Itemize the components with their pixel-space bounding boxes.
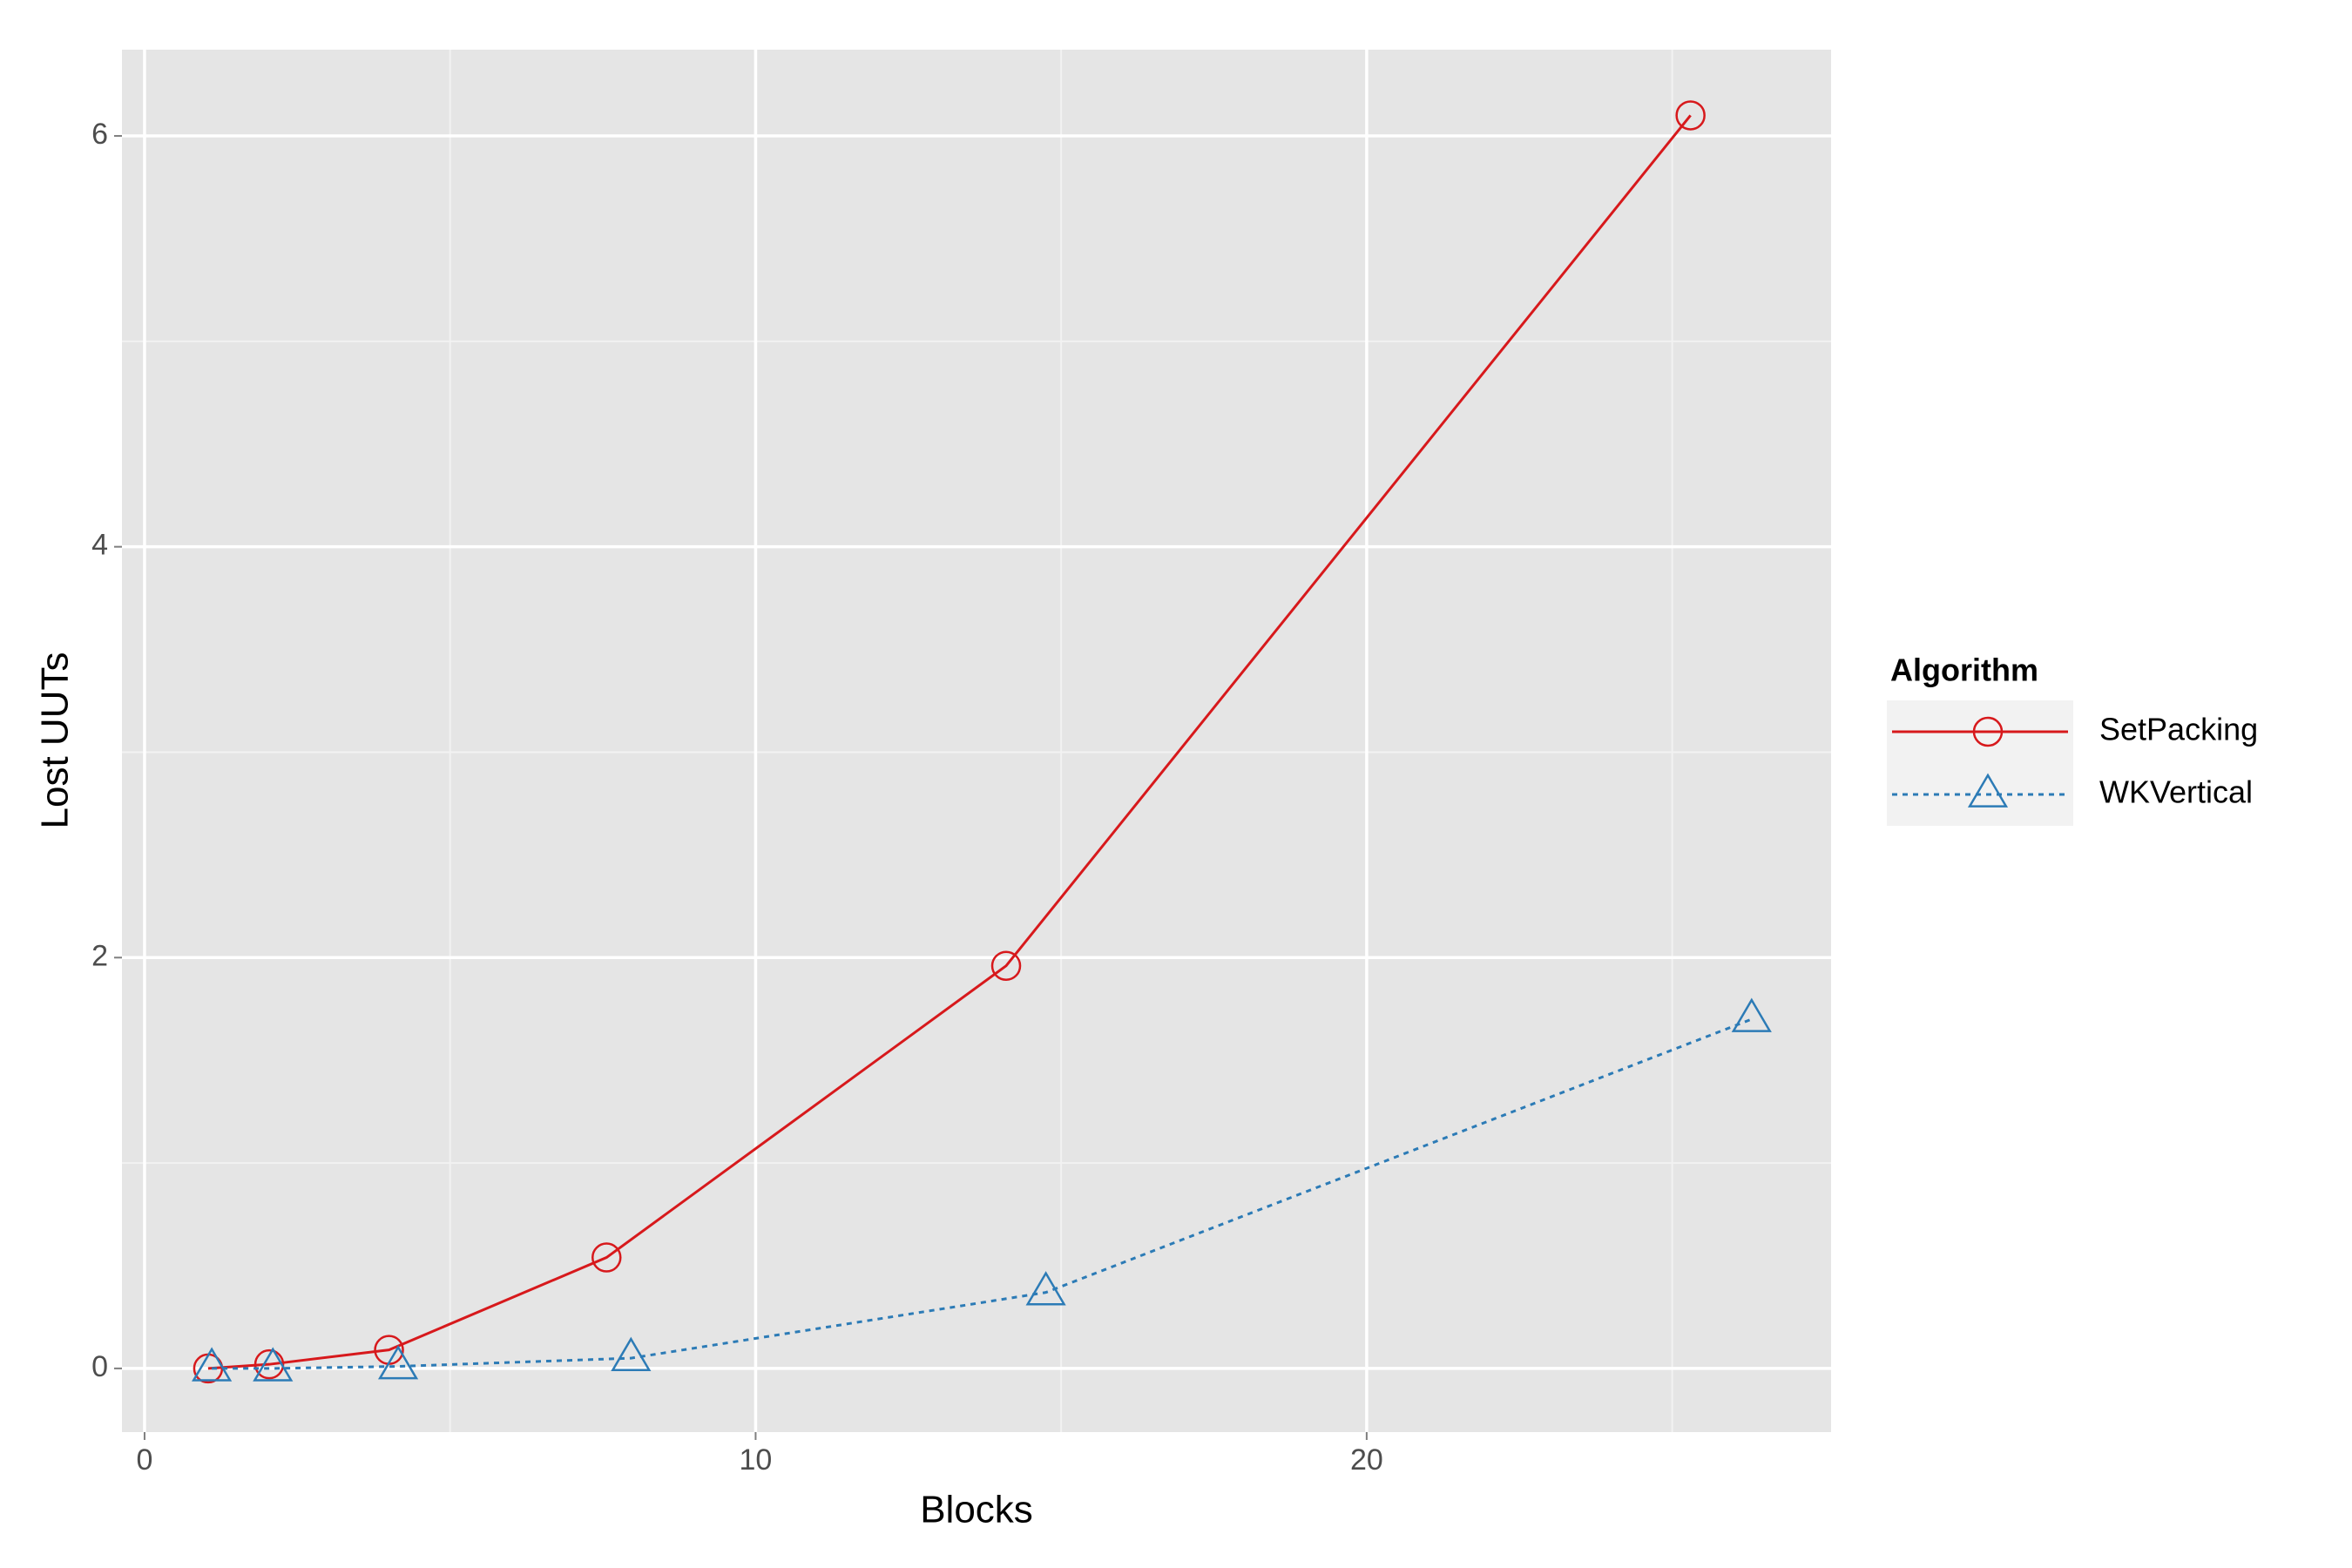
legend-label: SetPacking (2099, 712, 2258, 747)
series-line (212, 1017, 1753, 1370)
marker (253, 1348, 285, 1380)
x-tick-label: 10 (740, 1443, 773, 1477)
y-tick-label: 2 (91, 939, 108, 972)
marker (1025, 1271, 1066, 1306)
legend-label: WKVertical (2099, 774, 2253, 810)
marker (591, 1242, 622, 1273)
marker (1731, 997, 1772, 1032)
marker (1675, 100, 1706, 131)
marker (611, 1336, 652, 1371)
series-line (207, 114, 1692, 1370)
y-tick-label: 6 (91, 118, 108, 151)
legend-marker (1972, 716, 2004, 747)
y-axis-title: Lost UUTs (34, 652, 77, 829)
panel (122, 50, 1831, 1432)
legend-title: Algorithm (1890, 652, 2038, 688)
x-tick-label: 0 (136, 1443, 152, 1477)
marker (253, 1347, 294, 1382)
marker (990, 950, 1022, 981)
y-tick-label: 0 (91, 1350, 108, 1383)
marker (192, 1347, 233, 1382)
x-tick-label: 20 (1350, 1443, 1383, 1477)
marker (377, 1345, 419, 1380)
x-axis-title: Blocks (920, 1489, 1033, 1531)
y-tick-label: 4 (91, 529, 108, 562)
legend-marker (1967, 773, 2009, 808)
